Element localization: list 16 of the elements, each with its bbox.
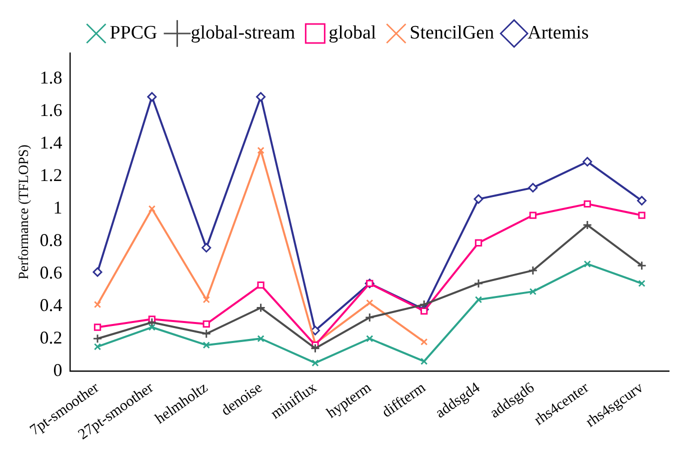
- legend-label: Artemis: [528, 22, 589, 44]
- legend-label: StencilGen: [410, 22, 495, 44]
- y-tick-label: 0.4: [40, 294, 62, 315]
- legend-label: global-stream: [190, 22, 296, 44]
- y-tick-label: 1.2: [40, 165, 62, 186]
- y-tick-label: 1: [53, 198, 62, 218]
- legend-label: PPCG: [110, 22, 158, 44]
- y-tick-label: 0.2: [40, 327, 62, 348]
- y-tick-label: 0: [53, 360, 62, 380]
- y-tick-label: 0.6: [40, 262, 62, 282]
- y-tick-label: 1.4: [40, 132, 62, 153]
- legend-label: global: [328, 22, 376, 44]
- y-tick-label: 1.8: [40, 68, 62, 88]
- y-tick-label: 1.6: [40, 100, 62, 120]
- y-tick-label: 0.8: [40, 230, 62, 250]
- y-axis-title: Performance (TFLOPS): [17, 144, 32, 280]
